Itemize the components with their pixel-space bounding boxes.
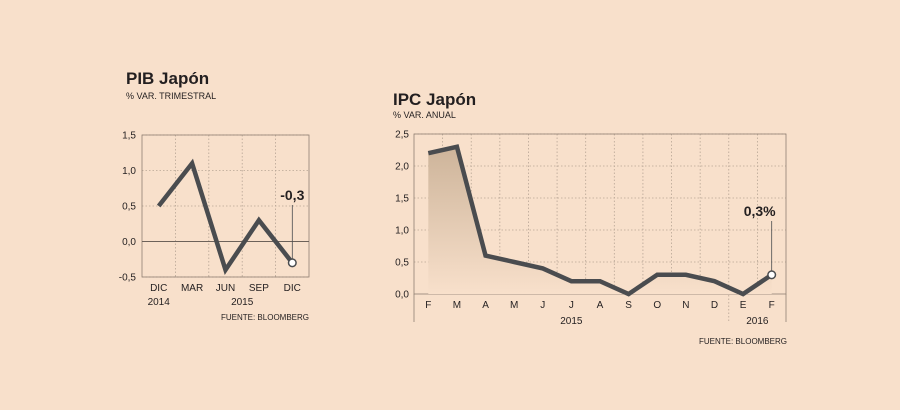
y-tick-label: 1,0 <box>122 166 136 177</box>
x-tick-label: S <box>625 300 632 311</box>
year-label: 2015 <box>560 316 583 327</box>
x-tick-label: SEP <box>249 283 269 294</box>
x-tick-label: A <box>597 300 604 311</box>
x-tick-label: JUN <box>216 283 235 294</box>
y-tick-label: 0,0 <box>395 290 409 301</box>
x-tick-label: J <box>569 300 574 311</box>
pib-line <box>156 158 295 276</box>
last-value-marker <box>767 270 777 280</box>
y-tick-label: 1,5 <box>395 194 409 205</box>
x-tick-label: DIC <box>150 283 167 294</box>
x-tick-label: M <box>510 300 518 311</box>
year-label: 2016 <box>746 316 769 327</box>
pib-title: PIB Japón <box>126 69 209 88</box>
pib-subtitle: % VAR. TRIMESTRAL <box>126 91 216 101</box>
last-value-marker <box>287 258 297 268</box>
last-value-callout: -0,3 <box>280 187 304 203</box>
y-tick-label: 1,5 <box>122 131 136 142</box>
ipc-source: FUENTE: BLOOMBERG <box>699 337 787 346</box>
x-tick-label: J <box>540 300 545 311</box>
y-tick-label: 0,5 <box>395 258 409 269</box>
y-tick-label: 2,0 <box>395 162 409 173</box>
plot-frame <box>141 134 310 278</box>
x-tick-label: O <box>653 300 661 311</box>
x-tick-label: N <box>682 300 689 311</box>
year-label: 2015 <box>231 297 254 308</box>
y-tick-label: 2,5 <box>395 130 409 141</box>
y-tick-label: 0,0 <box>122 237 136 248</box>
pib-plot-area: 1,5 1,0 0,5 0,0 -0,5 -0,3 DIC MAR JUN SEP DIC 2014 2… <box>119 131 310 308</box>
last-value-callout: 0,3% <box>744 203 776 219</box>
year-label: 2014 <box>148 297 171 308</box>
y-tick-label: 1,0 <box>395 226 409 237</box>
x-tick-label: MAR <box>181 283 203 294</box>
ipc-plot-area: 2,5 2,0 1,5 1,0 0,5 0,0 0,3% F M A M J J A S O N D E F 2015 2… <box>395 130 787 327</box>
y-tick-label: -0,5 <box>119 273 137 284</box>
x-tick-label: F <box>425 300 431 311</box>
x-tick-label: D <box>711 300 718 311</box>
ipc-title: IPC Japón <box>393 90 476 109</box>
x-tick-label: M <box>453 300 461 311</box>
x-tick-label: E <box>740 300 747 311</box>
ipc-chart: IPC Japón % VAR. ANUAL 2,5 2,0 1,5 1,0 0,5 0,… <box>393 90 787 346</box>
pib-chart: PIB Japón % VAR. TRIMESTRAL 1,5 1,0 0,5 0,0… <box>119 69 310 322</box>
pib-source: FUENTE: BLOOMBERG <box>221 313 309 322</box>
x-tick-label: F <box>769 300 775 311</box>
ipc-subtitle: % VAR. ANUAL <box>393 110 456 120</box>
x-tick-label: A <box>482 300 489 311</box>
ipc-area-fill <box>428 146 772 294</box>
x-tick-label: DIC <box>284 283 301 294</box>
ipc-line <box>427 144 773 297</box>
y-tick-label: 0,5 <box>122 202 136 213</box>
